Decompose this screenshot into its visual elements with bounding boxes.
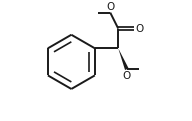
Text: O: O: [123, 71, 131, 81]
Text: O: O: [106, 2, 114, 12]
Text: O: O: [135, 24, 143, 34]
Polygon shape: [118, 48, 129, 70]
